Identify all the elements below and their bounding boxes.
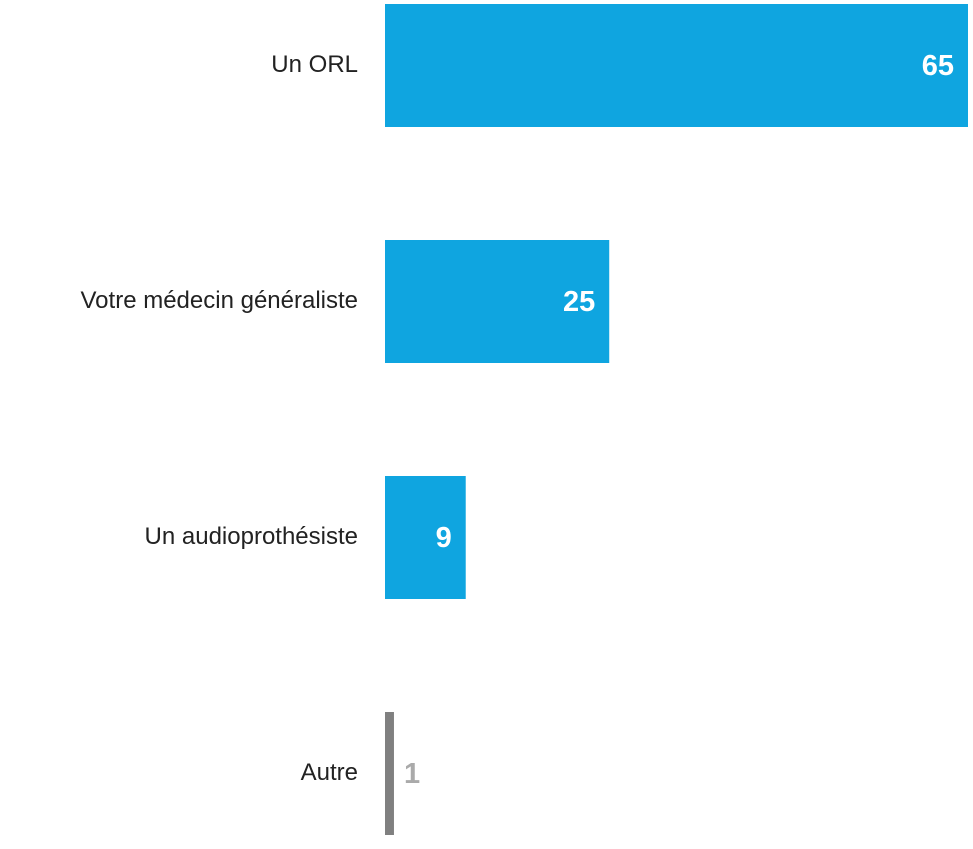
value-label: 9 xyxy=(436,522,452,554)
value-label: 25 xyxy=(563,286,595,318)
category-label: Autre xyxy=(301,759,358,786)
category-label: Un audioprothésiste xyxy=(145,523,358,550)
bar xyxy=(385,4,968,127)
value-label: 65 xyxy=(922,50,954,82)
value-label: 1 xyxy=(404,758,420,790)
category-label: Un ORL xyxy=(271,51,358,78)
bar xyxy=(385,712,394,835)
bar xyxy=(385,240,610,363)
bar xyxy=(385,476,466,599)
category-label: Votre médecin généraliste xyxy=(81,287,359,314)
